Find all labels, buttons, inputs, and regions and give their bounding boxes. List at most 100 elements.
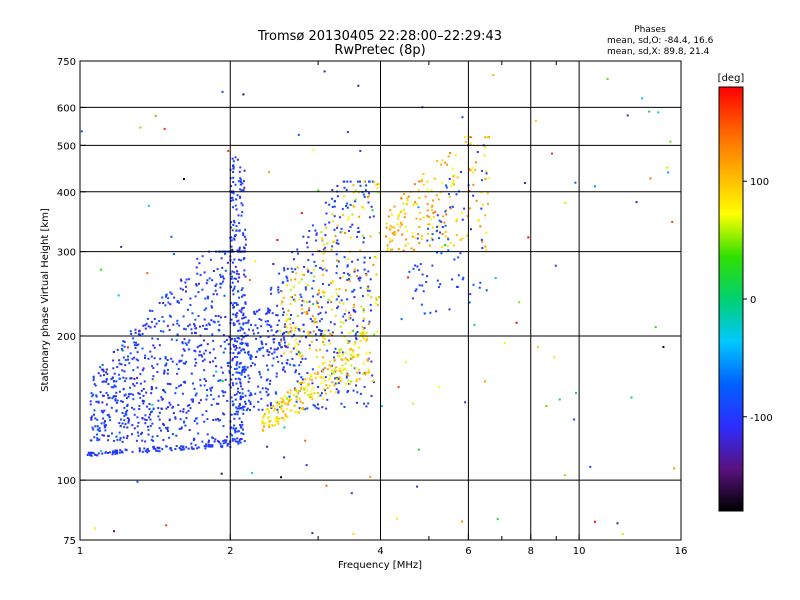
scatter-point xyxy=(356,275,358,278)
scatter-point xyxy=(270,405,273,408)
scatter-point xyxy=(107,383,110,386)
scatter-point xyxy=(272,405,275,408)
scatter-point xyxy=(194,331,196,334)
scatter-point xyxy=(175,445,178,447)
scatter-point xyxy=(175,339,178,342)
scatter-point xyxy=(234,377,237,380)
scatter-point xyxy=(315,406,318,409)
scatter-point xyxy=(304,378,307,381)
scatter-point xyxy=(308,307,311,309)
scatter-point xyxy=(319,394,322,397)
scatter-point xyxy=(247,374,250,377)
scatter-point xyxy=(248,279,251,281)
scatter-point xyxy=(233,258,236,261)
scatter-point xyxy=(235,208,238,211)
scatter-point xyxy=(308,347,311,350)
scatter-point xyxy=(355,378,358,381)
scatter-point xyxy=(449,152,452,154)
scatter-point xyxy=(380,405,383,407)
scatter-point xyxy=(306,246,309,249)
scatter-point xyxy=(121,440,124,443)
scatter-point xyxy=(97,400,100,403)
scatter-point xyxy=(179,418,182,421)
scatter-point xyxy=(119,437,122,439)
scatter-point xyxy=(394,232,397,235)
scatter-point xyxy=(236,303,239,306)
scatter-point xyxy=(283,352,286,355)
scatter-point xyxy=(322,356,325,359)
scatter-point xyxy=(239,441,242,444)
scatter-point xyxy=(316,403,319,406)
scatter-point xyxy=(481,203,484,206)
scatter-point xyxy=(246,351,249,354)
scatter-point xyxy=(105,378,108,381)
scatter-point xyxy=(178,428,181,430)
scatter-point xyxy=(370,309,372,312)
scatter-point xyxy=(487,202,489,205)
scatter-point xyxy=(219,282,222,285)
scatter-point xyxy=(284,402,287,405)
scatter-point xyxy=(344,232,346,234)
scatter-point xyxy=(454,154,457,157)
scatter-point xyxy=(378,183,381,186)
scatter-point xyxy=(478,286,481,289)
scatter-point xyxy=(335,272,338,275)
scatter-point xyxy=(303,300,305,303)
scatter-point xyxy=(166,428,169,431)
scatter-point xyxy=(308,333,311,335)
scatter-point xyxy=(279,329,282,332)
scatter-point xyxy=(474,168,477,171)
scatter-point xyxy=(418,180,421,183)
scatter-point xyxy=(247,389,250,392)
scatter-point xyxy=(295,342,298,345)
scatter-point xyxy=(132,369,135,372)
scatter-point xyxy=(116,449,118,452)
scatter-point xyxy=(241,423,244,426)
scatter-point xyxy=(350,357,353,360)
scatter-point xyxy=(122,356,125,359)
scatter-point xyxy=(334,377,337,380)
scatter-point xyxy=(144,414,147,417)
scatter-point xyxy=(214,289,217,292)
scatter-point xyxy=(343,336,346,338)
scatter-point xyxy=(314,376,317,379)
scatter-point xyxy=(312,330,315,333)
scatter-point xyxy=(149,350,152,353)
scatter-point xyxy=(366,358,369,361)
scatter-point xyxy=(666,166,669,169)
scatter-point xyxy=(214,357,217,360)
scatter-point xyxy=(201,355,204,358)
scatter-point xyxy=(271,312,274,315)
scatter-point xyxy=(185,446,188,449)
scatter-point xyxy=(641,97,644,100)
scatter-point xyxy=(327,329,330,332)
scatter-point xyxy=(404,225,407,228)
scatter-point xyxy=(343,272,346,274)
scatter-point xyxy=(208,323,211,326)
scatter-point xyxy=(101,394,104,397)
scatter-point xyxy=(316,293,319,296)
scatter-point xyxy=(366,335,368,338)
scatter-point xyxy=(102,368,105,371)
scatter-point xyxy=(120,348,123,350)
scatter-point xyxy=(92,375,95,378)
scatter-point xyxy=(444,161,447,164)
scatter-point xyxy=(241,348,244,351)
scatter-point xyxy=(307,383,310,386)
scatter-point xyxy=(93,436,96,439)
scatter-point xyxy=(307,236,310,239)
scatter-point xyxy=(92,452,95,455)
scatter-point xyxy=(371,379,374,382)
scatter-point xyxy=(432,216,435,219)
scatter-point xyxy=(137,359,140,362)
scatter-point xyxy=(278,344,281,347)
scatter-point xyxy=(121,344,124,347)
scatter-point xyxy=(290,278,293,281)
scatter-point xyxy=(175,434,178,437)
scatter-point xyxy=(282,336,285,339)
scatter-point xyxy=(473,323,476,326)
scatter-point xyxy=(193,420,196,422)
scatter-point xyxy=(95,394,98,397)
scatter-point xyxy=(161,398,164,400)
scatter-point xyxy=(369,216,371,219)
